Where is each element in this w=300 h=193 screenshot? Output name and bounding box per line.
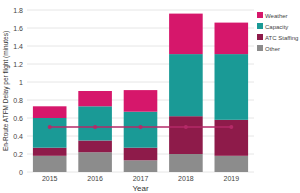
marker	[93, 125, 97, 129]
y-tick-label: 0	[19, 169, 23, 176]
marker	[184, 125, 188, 129]
legend-swatch	[257, 12, 263, 18]
bar	[78, 152, 112, 172]
bar	[78, 106, 112, 140]
bar	[78, 91, 112, 106]
grid-line	[27, 10, 254, 11]
bar	[169, 154, 203, 172]
bar	[215, 156, 249, 172]
legend-label: ATC Staffing	[265, 35, 298, 41]
bar	[215, 23, 249, 54]
y-tick-label: 0.2	[13, 151, 23, 158]
legend-label: Other	[265, 46, 280, 52]
bar	[78, 141, 112, 153]
bar	[169, 54, 203, 116]
y-tick-label: 1	[19, 79, 23, 86]
marker	[139, 125, 143, 129]
legend-label: Weather	[265, 13, 288, 19]
bar	[124, 160, 158, 172]
legend-swatch	[257, 23, 263, 29]
legend-label: Capacity	[265, 24, 288, 30]
bar	[33, 118, 67, 148]
x-tick-label: 2019	[224, 175, 240, 182]
x-tick-label: 2016	[87, 175, 103, 182]
chart: 0 0.2 0.4 0.6 0.8 1 1.2 1.4 1.6 1.8 2015 2016 2017 20…	[0, 0, 300, 193]
y-tick-label: 1.8	[13, 7, 23, 14]
bar	[215, 120, 249, 156]
x-tick-label: 2018	[178, 175, 194, 182]
bar	[33, 156, 67, 172]
y-tick-label: 1.6	[13, 25, 23, 32]
bar	[124, 90, 158, 112]
x-tick-label: 2017	[133, 175, 149, 182]
bar	[33, 106, 67, 118]
y-axis-title: En-Route ATFM Delay per flight (minutes)	[2, 31, 10, 151]
bar	[169, 14, 203, 55]
bar	[124, 112, 158, 148]
y-tick-label: 0.8	[13, 97, 23, 104]
marker	[229, 125, 233, 129]
bar	[33, 148, 67, 156]
y-tick-label: 1.2	[13, 61, 23, 68]
y-tick-label: 0.6	[13, 115, 23, 122]
bar	[215, 54, 249, 120]
plot-area	[33, 14, 248, 172]
bar	[124, 148, 158, 161]
x-tick-label: 2015	[42, 175, 58, 182]
x-axis-title: Year	[132, 184, 149, 193]
legend-swatch	[257, 34, 263, 40]
y-tick-label: 0.4	[13, 133, 23, 140]
y-tick-label: 1.4	[13, 43, 23, 50]
marker	[48, 125, 52, 129]
bar	[169, 116, 203, 154]
legend-swatch	[257, 45, 263, 51]
